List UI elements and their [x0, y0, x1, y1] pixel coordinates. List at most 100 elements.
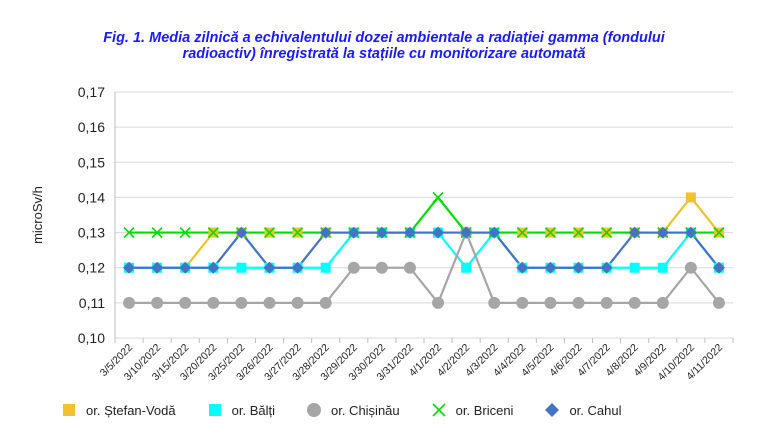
series-4-point [712, 261, 725, 274]
series-3-point [207, 227, 219, 239]
series-1-point [657, 262, 668, 273]
series-3-point [516, 227, 528, 239]
y-tick-label: 0,11 [79, 295, 105, 311]
series-1-point [320, 262, 331, 273]
series-2-point [600, 296, 613, 309]
series-3-point [151, 227, 163, 239]
series-4-point [123, 261, 136, 274]
series-2-point [432, 296, 445, 309]
series-2-point [319, 296, 332, 309]
series-4-point [263, 261, 276, 274]
series-2-point [656, 296, 669, 309]
series-4-point [207, 261, 220, 274]
y-tick-label: 0,12 [78, 260, 105, 276]
series-2-point [684, 261, 697, 274]
chart-title-line-1: Fig. 1. Media zilnică a echivalentului d… [103, 30, 665, 46]
series-4-point [235, 226, 248, 239]
legend-marker-3 [432, 403, 446, 417]
series-2-point [235, 296, 248, 309]
series-2-point [712, 296, 725, 309]
series-4-point [600, 261, 613, 274]
series-4-point [460, 226, 473, 239]
legend-label: or. Ștefan-Vodă [86, 402, 176, 418]
series-4-point [319, 226, 332, 239]
series-4-point [375, 226, 388, 239]
y-tick-label: 0,14 [78, 189, 105, 205]
legend-marker-4 [545, 403, 560, 417]
legend-item-1: or. Bălți [206, 401, 275, 419]
series-4-point [347, 226, 360, 239]
legend-marker-0 [63, 404, 75, 416]
series-3-point [601, 227, 613, 239]
series-2-point [123, 296, 136, 309]
chart-title: Fig. 1. Media zilnică a echivalentului d… [0, 30, 768, 62]
series-4-point [656, 226, 669, 239]
legend-item-3: or. Briceni [430, 401, 514, 419]
legend-label: or. Cahul [569, 402, 622, 418]
legend-marker-shape [545, 403, 560, 417]
series-markers [123, 191, 725, 309]
series-2-point [628, 296, 641, 309]
legend-marker-1 [208, 404, 221, 416]
y-axis-label: microSv/h [30, 186, 45, 244]
series-4-point [488, 226, 501, 239]
series-0-point [685, 192, 696, 203]
y-tick-label: 0,17 [78, 84, 105, 100]
series-3-point [123, 227, 135, 239]
series-1-point [236, 262, 247, 273]
series-2-point [544, 296, 557, 309]
legend-marker-shape [306, 403, 321, 417]
series-4-point [403, 226, 416, 239]
legend-marker-shape [63, 404, 75, 416]
legend-marker-shape [208, 404, 221, 416]
series-4-point [544, 261, 557, 274]
series-2-point [347, 261, 360, 274]
legend-marker-2 [306, 403, 321, 417]
legend-marker-shape [432, 403, 446, 417]
series-2-point [151, 296, 164, 309]
series-3-point [572, 227, 585, 239]
series-4-line [129, 230, 720, 269]
series-3-point [544, 227, 556, 239]
series-4-point [628, 226, 641, 239]
series-4-point [151, 261, 164, 274]
series-lines [129, 195, 720, 306]
series-3-point [263, 227, 276, 239]
series-2-point [207, 296, 220, 309]
series-1-point [461, 262, 472, 273]
y-tick-label: 0,13 [78, 225, 105, 241]
series-1-point [629, 262, 640, 273]
legend-item-2: or. Chișinău [305, 401, 400, 419]
y-tick-label: 0,16 [78, 119, 105, 135]
legend-label: or. Bălți [231, 402, 275, 418]
y-tick-label: 0,15 [78, 154, 105, 170]
legend-label: or. Chișinău [330, 402, 400, 418]
legend-item-0: or. Ștefan-Vodă [60, 401, 176, 419]
series-2-point [403, 261, 416, 274]
series-2-point [572, 296, 585, 309]
y-tick-label: 0,10 [78, 330, 105, 346]
series-4-point [179, 261, 192, 274]
legend-item-4: or. Cahul [543, 401, 622, 419]
series-4-point [572, 261, 585, 274]
series-3-point [713, 227, 725, 239]
series-4-point [291, 261, 304, 274]
series-2-line [129, 229, 720, 306]
series-2-point [263, 296, 276, 309]
series-4-point [684, 226, 697, 239]
series-2-point [488, 296, 501, 309]
series-3-line [129, 195, 719, 234]
series-3-point [179, 227, 191, 239]
series-4-point [516, 261, 529, 274]
series-4-point [432, 226, 445, 239]
legend-label: or. Briceni [455, 402, 514, 418]
series-2-point [516, 296, 529, 309]
series-2-point [291, 296, 304, 309]
chart-title-line-2: radioactiv) înregistrată la stațiile cu … [182, 46, 586, 62]
series-3-point [292, 227, 304, 239]
series-2-point [179, 296, 192, 309]
series-2-point [375, 261, 388, 274]
legend: or. Ștefan-Vodă or. Bălți or. Chișinău or. … [60, 398, 760, 422]
series-3-point [432, 191, 444, 203]
